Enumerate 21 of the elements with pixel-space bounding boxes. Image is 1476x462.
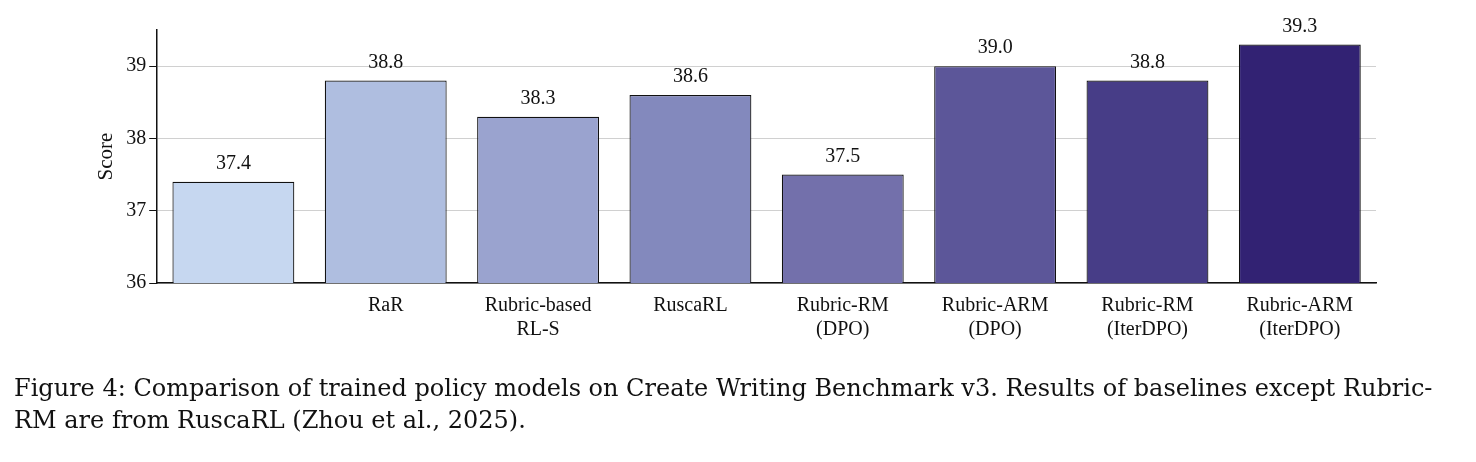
x-tick-label: Rubric-ARM (DPO) <box>941 293 1049 341</box>
y-tick-label: 37 <box>126 197 147 220</box>
data-label: 39.0 <box>977 35 1013 58</box>
x-tick-label: Rubric-RM (DPO) <box>796 293 890 341</box>
x-tick-label: RuscaRL <box>653 293 728 316</box>
data-label: 38.8 <box>1129 49 1165 72</box>
y-axis-title: Score <box>93 132 118 181</box>
x-tick-label: RaR <box>367 293 405 316</box>
y-tick-label: 39 <box>126 53 147 76</box>
data-label: 37.4 <box>215 151 251 174</box>
data-label: 37.5 <box>825 143 861 166</box>
data-label: 38.8 <box>368 49 404 72</box>
x-tick-label: Rubric-ARM (IterDPO) <box>1246 293 1354 341</box>
x-tick-label: Rubric-RM (IterDPO) <box>1101 293 1194 341</box>
y-tick-label: 36 <box>126 270 147 293</box>
y-tick-label: 38 <box>126 125 147 148</box>
data-label: 39.3 <box>1282 13 1318 36</box>
x-tick-label: Rubric-based RL-S <box>484 293 592 340</box>
data-label: 38.3 <box>520 85 556 108</box>
data-label: 38.6 <box>672 64 708 87</box>
caption: Figure 4: Comparison of trained policy models on Create Writing Benchmark v3. Results of baselines except Rubric-RM are from RuscaRL (Zhou et al., 2025). <box>14 373 1434 437</box>
